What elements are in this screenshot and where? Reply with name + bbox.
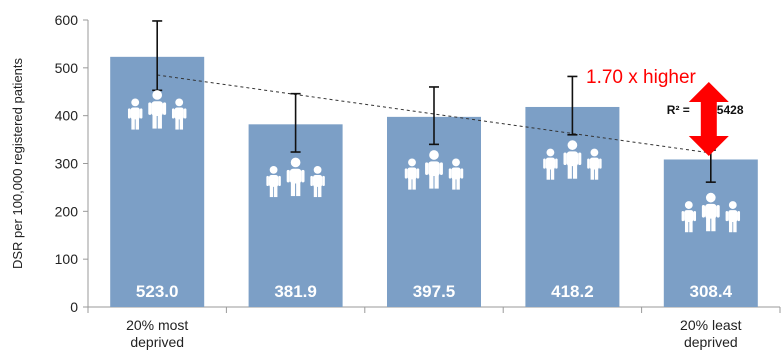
y-axis-label: DSR per 100,000 registered patients [10, 57, 25, 269]
x-category-label: 20% most [126, 317, 188, 333]
x-category-label: deprived [130, 334, 184, 350]
error-bars [152, 20, 716, 183]
value-label: 308.4 [690, 282, 733, 301]
bar [387, 116, 481, 307]
value-label: 381.9 [274, 282, 317, 301]
r-squared-label: R² = [667, 103, 690, 117]
y-tick-label: 400 [55, 108, 79, 124]
y-tick-label: 100 [55, 251, 79, 267]
y-tick-label: 200 [55, 203, 79, 219]
y-tick-label: 500 [55, 60, 79, 76]
x-category-label: 20% least [680, 317, 742, 333]
bar [663, 159, 758, 307]
bar [525, 106, 620, 307]
value-labels: 523.0 381.9 397.5 418.2 308.4 [136, 282, 733, 301]
r-squared-value: 5428 [717, 103, 744, 117]
axes: 0 100 200 300 400 500 600 DSR per 100,000 regis… [10, 12, 781, 315]
y-tick-label: 600 [55, 12, 79, 28]
value-label: 523.0 [136, 282, 179, 301]
bars [110, 56, 758, 308]
y-tick-label: 300 [55, 156, 79, 172]
y-tick-label: 0 [70, 299, 78, 315]
bar [248, 124, 343, 308]
value-label: 397.5 [413, 282, 456, 301]
annotations: R² = 5428 1.70 x higher [586, 67, 744, 156]
double-arrow-icon [688, 82, 729, 156]
value-label: 418.2 [551, 282, 594, 301]
x-category-label: deprived [684, 334, 738, 350]
comparison-annotation: 1.70 x higher [586, 67, 697, 88]
